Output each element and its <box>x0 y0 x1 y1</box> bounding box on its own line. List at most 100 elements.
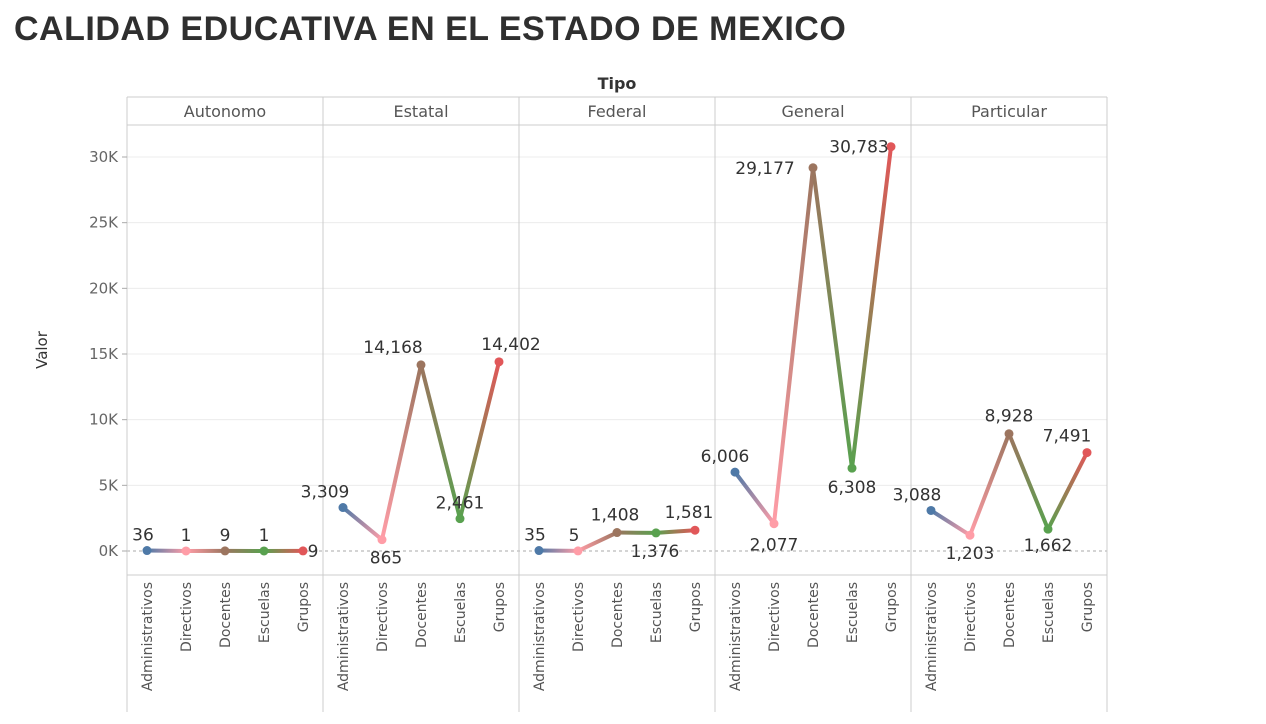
data-label: 3,088 <box>893 485 942 505</box>
data-label: 29,177 <box>735 159 794 179</box>
data-point-directivos <box>377 535 387 545</box>
data-label: 8,928 <box>985 407 1034 427</box>
data-label: 14,402 <box>481 335 540 355</box>
category-label: Grupos <box>296 582 312 632</box>
data-point-grupos <box>298 546 308 556</box>
category-label: Grupos <box>1080 582 1096 632</box>
data-point-grupos <box>494 357 504 367</box>
line-segment <box>811 165 854 471</box>
data-point-directivos <box>181 546 191 556</box>
line-segment <box>968 431 1011 538</box>
category-label: Grupos <box>492 582 508 632</box>
y-tick-label: 0K <box>99 542 120 560</box>
data-label: 36 <box>132 526 154 546</box>
data-point-grupos <box>886 142 896 152</box>
data-point-escuelas <box>259 546 269 556</box>
facet-title-general: General <box>781 102 844 121</box>
data-point-grupos <box>690 525 700 535</box>
data-point-administrativos <box>926 505 936 515</box>
category-label: Directivos <box>375 582 391 652</box>
column-title: Tipo <box>598 74 637 93</box>
data-label: 2,461 <box>436 494 485 514</box>
data-point-docentes <box>1004 429 1014 439</box>
data-point-docentes <box>808 163 818 173</box>
line-segment <box>419 362 462 521</box>
category-label: Docentes <box>1002 582 1018 648</box>
data-point-administrativos <box>730 467 740 477</box>
data-label: 6,308 <box>828 478 877 498</box>
facet-title-particular: Particular <box>971 102 1047 121</box>
facet-title-federal: Federal <box>588 102 647 121</box>
y-tick-label: 30K <box>89 148 119 166</box>
category-label: Escuelas <box>649 582 665 643</box>
data-label: 35 <box>524 526 546 546</box>
category-label: Docentes <box>610 582 626 648</box>
data-point-administrativos <box>338 503 348 513</box>
category-label: Escuelas <box>453 582 469 643</box>
category-label: Directivos <box>179 582 195 652</box>
category-label: Administrativos <box>728 582 744 691</box>
page-title: CALIDAD EDUCATIVA EN EL ESTADO DE MEXICO <box>14 10 847 48</box>
data-point-escuelas <box>651 528 661 538</box>
category-label: Docentes <box>806 582 822 648</box>
data-label: 1,376 <box>631 542 680 562</box>
data-point-docentes <box>220 546 230 556</box>
data-point-administrativos <box>534 546 544 556</box>
data-label: 5 <box>569 526 580 546</box>
y-tick-label: 15K <box>89 345 119 363</box>
line-segment <box>458 359 501 521</box>
category-label: Directivos <box>767 582 783 652</box>
line-segment <box>850 144 893 471</box>
data-label: 3,309 <box>301 483 350 503</box>
line-segment <box>341 505 384 542</box>
data-point-escuelas <box>1043 524 1053 534</box>
data-label: 7,491 <box>1043 427 1092 447</box>
category-label: Administrativos <box>924 582 940 691</box>
data-label: 1,408 <box>591 506 640 526</box>
line-segment <box>380 362 423 542</box>
data-label: 1,581 <box>665 503 714 523</box>
category-label: Docentes <box>218 582 234 648</box>
data-label: 6,006 <box>701 447 750 467</box>
y-tick-label: 20K <box>89 279 119 297</box>
data-point-administrativos <box>142 546 152 556</box>
facet-title-estatal: Estatal <box>393 102 448 121</box>
line-segment <box>1007 431 1050 532</box>
data-point-grupos <box>1082 448 1092 458</box>
line-segment <box>929 508 972 538</box>
data-point-docentes <box>416 360 426 370</box>
data-point-docentes <box>612 528 622 538</box>
line-segment <box>1046 450 1089 532</box>
facet-title-autonomo: Autonomo <box>184 102 266 121</box>
category-label: Directivos <box>571 582 587 652</box>
category-label: Docentes <box>414 582 430 648</box>
category-label: Directivos <box>963 582 979 652</box>
data-label: 1,662 <box>1024 536 1073 556</box>
data-label: 14,168 <box>363 338 422 358</box>
data-label: 2,077 <box>750 536 799 556</box>
y-axis-title: Valor <box>33 330 51 369</box>
line-segment <box>654 528 697 535</box>
data-label: 1 <box>181 526 192 546</box>
data-label: 9 <box>220 526 231 546</box>
category-label: Administrativos <box>532 582 548 691</box>
data-point-escuelas <box>455 514 465 524</box>
y-tick-label: 25K <box>89 214 119 232</box>
data-point-directivos <box>965 530 975 540</box>
category-label: Grupos <box>884 582 900 632</box>
y-tick-label: 10K <box>89 411 119 429</box>
line-segment <box>576 530 619 553</box>
category-label: Escuelas <box>1041 582 1057 643</box>
line-segment <box>733 470 776 526</box>
data-point-directivos <box>769 519 779 529</box>
data-label: 9 <box>308 542 319 562</box>
data-point-escuelas <box>847 463 857 473</box>
category-label: Administrativos <box>140 582 156 691</box>
data-label: 1 <box>259 526 270 546</box>
category-label: Grupos <box>688 582 704 632</box>
data-label: 865 <box>370 549 402 569</box>
data-point-directivos <box>573 546 583 556</box>
y-tick-label: 5K <box>99 476 120 494</box>
data-label: 1,203 <box>946 544 995 564</box>
